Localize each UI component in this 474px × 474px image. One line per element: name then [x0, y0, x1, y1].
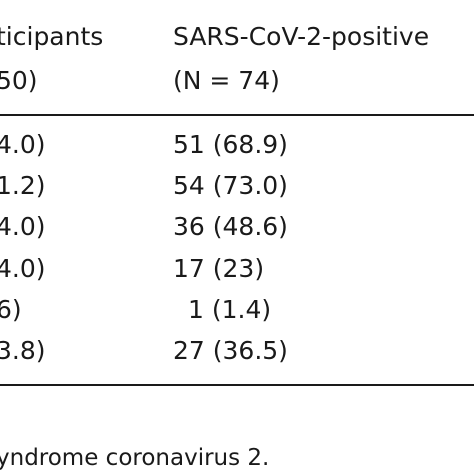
header-rule [0, 114, 474, 116]
table-cell: 27 (36.5) [173, 336, 288, 365]
table-cell: 6) [0, 295, 22, 324]
header-sars-cov-2-positive-line2: (N = 74) [173, 66, 280, 95]
table-cell: 3.8) [0, 336, 46, 365]
header-participants-line1: ticipants [0, 22, 104, 51]
table-footnote: yndrome coronavirus 2. [0, 445, 270, 471]
table-cell: 1 (1.4) [188, 295, 272, 324]
table-cell: 4.0) [0, 130, 46, 159]
table-cell: 17 (23) [173, 254, 265, 283]
header-sars-cov-2-positive-line1: SARS-CoV-2-positive [173, 22, 430, 51]
table-cell: 51 (68.9) [173, 130, 288, 159]
table-cell: 1.2) [0, 171, 46, 200]
table-cell: 36 (48.6) [173, 212, 288, 241]
header-participants-line2: 50) [0, 66, 38, 95]
table-cell: 54 (73.0) [173, 171, 288, 200]
footer-rule [0, 384, 474, 386]
table-cell: 4.0) [0, 254, 46, 283]
table-cell: 4.0) [0, 212, 46, 241]
